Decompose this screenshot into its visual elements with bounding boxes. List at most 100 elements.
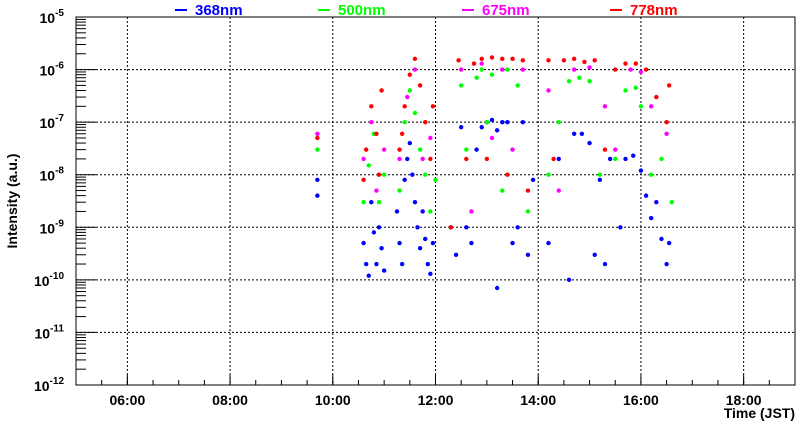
data-point-778nm bbox=[489, 55, 495, 60]
data-point-368nm bbox=[489, 117, 495, 123]
data-point-368nm bbox=[420, 209, 425, 214]
legend-label: 778nm bbox=[630, 2, 678, 19]
data-point-500nm bbox=[515, 83, 520, 88]
data-point-368nm bbox=[592, 252, 597, 257]
data-point-675nm bbox=[628, 67, 633, 72]
data-point-368nm bbox=[425, 261, 430, 267]
data-point-368nm bbox=[654, 200, 659, 205]
y-tick-label: 10-10 bbox=[34, 271, 64, 289]
data-point-500nm bbox=[417, 147, 423, 152]
data-point-500nm bbox=[423, 172, 428, 177]
data-point-500nm bbox=[566, 79, 572, 84]
data-point-675nm bbox=[649, 104, 654, 109]
data-point-500nm bbox=[361, 200, 366, 205]
y-tick-label: 10-9 bbox=[40, 218, 65, 236]
data-point-500nm bbox=[649, 172, 654, 177]
data-point-500nm bbox=[489, 72, 495, 77]
data-point-675nm bbox=[381, 147, 387, 152]
data-point-368nm bbox=[618, 225, 623, 230]
data-point-675nm bbox=[315, 131, 320, 137]
data-point-368nm bbox=[505, 119, 510, 125]
data-point-368nm bbox=[530, 177, 536, 183]
data-point-675nm bbox=[469, 209, 474, 214]
data-point-778nm bbox=[417, 83, 423, 88]
data-point-675nm bbox=[520, 67, 526, 72]
data-point-368nm bbox=[410, 172, 415, 177]
legend: 368nm 500nm 675nm 778nm bbox=[175, 2, 678, 19]
data-point-368nm bbox=[417, 246, 423, 251]
y-tick-label: 10-6 bbox=[40, 61, 65, 79]
data-point-500nm bbox=[428, 209, 433, 214]
data-point-500nm bbox=[500, 188, 505, 193]
data-point-778nm bbox=[397, 147, 402, 152]
data-point-500nm bbox=[484, 119, 490, 125]
legend-label: 368nm bbox=[195, 2, 243, 19]
data-point-368nm bbox=[510, 240, 515, 246]
data-point-778nm bbox=[448, 225, 454, 230]
data-point-368nm bbox=[631, 153, 636, 158]
y-tick-label: 10-8 bbox=[40, 166, 65, 184]
axes: 06:00 08:00 10:00 12:00 14:00 16:00 18:00 10-5 1… bbox=[34, 8, 796, 408]
data-point-675nm bbox=[428, 135, 433, 141]
y-tick-label: 10-12 bbox=[34, 376, 64, 394]
data-point-368nm bbox=[556, 156, 561, 162]
data-point-778nm bbox=[376, 172, 382, 177]
data-point-500nm bbox=[556, 119, 561, 125]
data-point-500nm bbox=[458, 83, 464, 88]
data-point-778nm bbox=[369, 104, 374, 109]
data-point-778nm bbox=[654, 94, 659, 100]
data-point-500nm bbox=[397, 188, 402, 193]
data-point-778nm bbox=[520, 58, 526, 63]
data-point-675nm bbox=[500, 67, 505, 72]
data-point-368nm bbox=[394, 209, 400, 214]
data-point-500nm bbox=[623, 88, 628, 93]
data-point-778nm bbox=[551, 156, 556, 162]
data-point-368nm bbox=[428, 271, 433, 277]
data-point-368nm bbox=[381, 268, 387, 273]
data-point-368nm bbox=[458, 125, 464, 130]
data-point-500nm bbox=[402, 119, 407, 125]
data-point-368nm bbox=[402, 177, 407, 183]
data-point-368nm bbox=[363, 261, 369, 267]
data-point-778nm bbox=[407, 72, 413, 77]
data-point-778nm bbox=[402, 104, 407, 109]
data-point-500nm bbox=[577, 75, 582, 80]
data-point-368nm bbox=[597, 177, 603, 183]
data-point-500nm bbox=[366, 163, 371, 168]
data-point-500nm bbox=[546, 172, 551, 177]
data-point-368nm bbox=[515, 225, 520, 230]
data-point-778nm bbox=[471, 61, 477, 66]
data-point-778nm bbox=[423, 119, 428, 125]
data-point-368nm bbox=[361, 240, 366, 246]
x-tick-label: 12:00 bbox=[418, 392, 454, 408]
data-point-368nm bbox=[500, 119, 505, 125]
data-point-368nm bbox=[666, 240, 672, 246]
data-point-675nm bbox=[420, 156, 425, 162]
data-point-368nm bbox=[602, 261, 608, 267]
data-point-368nm bbox=[546, 240, 551, 246]
data-point-368nm bbox=[566, 277, 572, 283]
y-tick-label: 10-11 bbox=[35, 323, 65, 341]
data-point-368nm bbox=[464, 225, 469, 230]
x-axis-title: Time (JST) bbox=[724, 405, 795, 421]
grid bbox=[76, 17, 795, 385]
data-point-778nm bbox=[479, 56, 484, 62]
y-tick-label: 10-5 bbox=[40, 8, 65, 26]
data-point-368nm bbox=[399, 261, 405, 267]
data-point-778nm bbox=[363, 147, 369, 152]
data-point-368nm bbox=[520, 119, 526, 125]
data-point-778nm bbox=[633, 61, 638, 66]
data-point-778nm bbox=[582, 59, 587, 65]
data-point-368nm bbox=[315, 177, 320, 183]
data-point-368nm bbox=[469, 240, 474, 246]
data-point-778nm bbox=[613, 67, 618, 72]
data-point-778nm bbox=[379, 88, 384, 93]
data-point-368nm bbox=[453, 252, 459, 257]
legend-label: 675nm bbox=[482, 2, 530, 19]
data-point-368nm bbox=[412, 200, 418, 205]
y-tick-label: 10-7 bbox=[40, 113, 65, 131]
data-point-500nm bbox=[474, 75, 479, 80]
x-tick-label: 14:00 bbox=[520, 392, 556, 408]
data-point-778nm bbox=[602, 147, 608, 152]
data-point-778nm bbox=[500, 56, 505, 62]
